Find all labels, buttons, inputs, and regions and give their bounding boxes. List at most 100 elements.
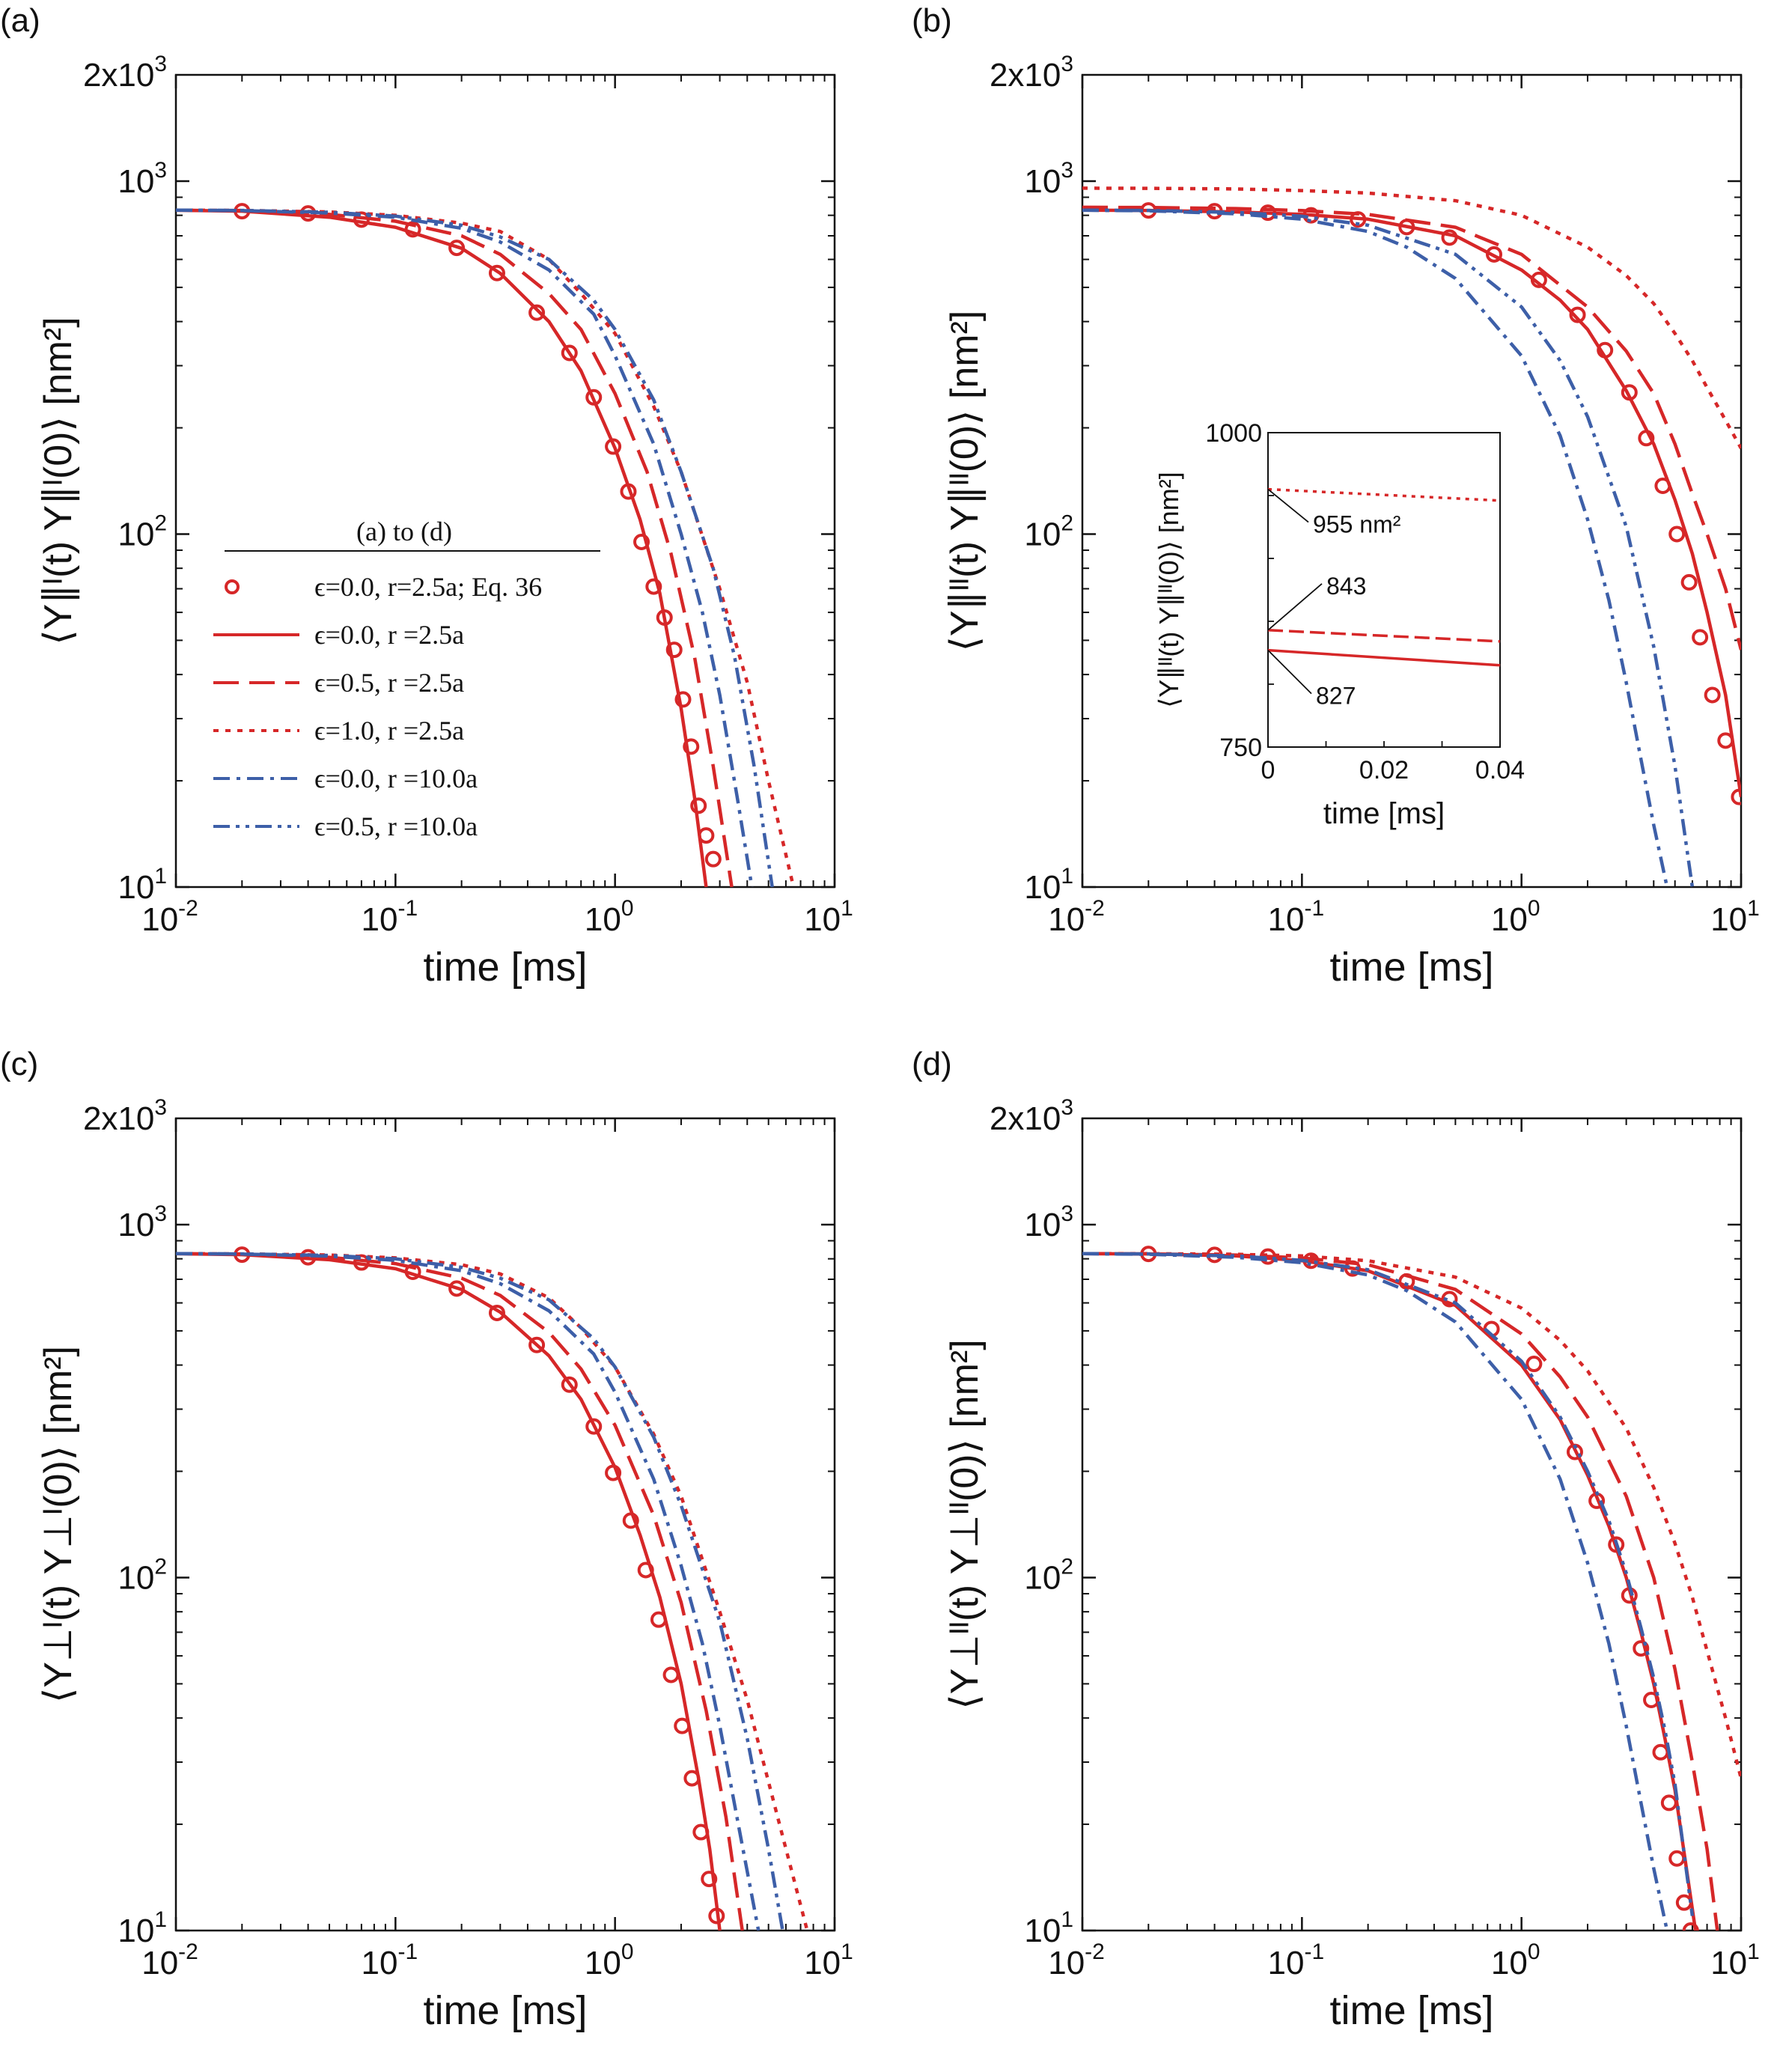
inset-annotation: 955 nm²	[1313, 511, 1401, 538]
panel-label: (d)	[912, 1046, 952, 1082]
data-point-circle	[1486, 246, 1503, 263]
inset-annotation-leader	[1267, 650, 1312, 695]
x-tick-label: 101	[1710, 896, 1760, 938]
legend-entry-label: ϵ=0.5, r =10.0a	[314, 811, 478, 841]
x-tick-label: 10-1	[362, 1940, 418, 1981]
series-line-dashed	[1082, 205, 1741, 650]
data-point-circle	[633, 533, 650, 550]
data-point-circle	[1680, 573, 1698, 591]
y-tick-label: 2x103	[990, 1095, 1073, 1137]
series-line-dashed	[176, 1252, 744, 1931]
inset-annotation-leader	[1267, 583, 1323, 631]
inset-x-tick-label: 0	[1261, 756, 1275, 784]
y-tick-label: 2x103	[990, 52, 1073, 94]
plot-frame	[1081, 73, 1743, 889]
inset-y-tick-label: 750	[1219, 734, 1262, 762]
data-point-circle	[1569, 306, 1586, 323]
inset-annotation: 843	[1326, 573, 1366, 600]
data-point-circle	[645, 578, 662, 595]
chart-panel-d: (d) 10-2 10-1 100 101 101 102 103 2x103 time [ms]…	[912, 1046, 1760, 2033]
inset-background	[1118, 410, 1530, 852]
y-tick-label: 102	[118, 511, 167, 553]
series-line-dotted	[1082, 1252, 1741, 1779]
series-line-dashdotdot	[176, 208, 774, 887]
data-point-circle	[1682, 1922, 1699, 1931]
series-line-dashdot	[176, 1252, 761, 1931]
y-tick-label: 2x103	[83, 1095, 167, 1137]
x-tick-label: 10-2	[1048, 896, 1105, 938]
series-line-dotted	[176, 1252, 809, 1931]
inset-x-tick-label: 0.02	[1359, 756, 1409, 784]
data-point-circle	[1675, 1894, 1692, 1911]
data-point-circle	[1633, 1640, 1650, 1657]
series-line-dashed	[1082, 1252, 1719, 1931]
x-tick-label: 100	[585, 896, 634, 938]
x-axis-title: time [ms]	[1329, 945, 1493, 990]
data-point-circle	[488, 264, 505, 281]
inset-annotation: 827	[1316, 683, 1356, 710]
series-line-dotted	[176, 208, 796, 887]
chart-panel-c: (c) 10-2 10-1 100 101 101 102 103 2x103 time [ms]…	[0, 1046, 853, 2033]
x-tick-label: 10-1	[1268, 1940, 1325, 1981]
series-line-dashdot	[1082, 1252, 1669, 1931]
data-point-circle	[683, 738, 700, 755]
data-point-circle	[704, 850, 722, 868]
legend-marker-circle	[225, 579, 240, 594]
x-tick-label: 10-2	[141, 1940, 198, 1981]
data-point-circle	[1692, 629, 1709, 646]
x-axis-title: time [ms]	[423, 1988, 587, 2033]
series-line-solid	[1082, 208, 1741, 797]
series-line-dashdotdot	[1082, 208, 1695, 887]
data-point-circle	[1525, 1356, 1543, 1373]
y-tick-label: 101	[118, 864, 167, 906]
data-point-circle	[701, 1871, 718, 1888]
inset-series-dashed	[1267, 629, 1501, 643]
plot-area	[176, 203, 796, 887]
y-tick-label: 2x103	[83, 52, 167, 94]
series-line-dashdot	[1082, 208, 1669, 887]
data-point-circle	[1668, 1850, 1686, 1867]
y-tick-label: 103	[1024, 158, 1073, 200]
x-tick-label: 101	[804, 1940, 853, 1981]
x-axis-title: time [ms]	[423, 945, 587, 990]
plot-area	[176, 1246, 809, 1931]
data-point-circle	[690, 797, 707, 814]
data-point-circle	[488, 1304, 505, 1321]
plot-area	[1082, 186, 1741, 887]
legend: (a) to (d) ϵ=0.0, r=2.5a; Eq. 36 ϵ=0.0, r …	[213, 517, 600, 841]
data-point-circle	[1668, 525, 1686, 543]
data-point-circle	[585, 1418, 603, 1435]
plot-frame	[174, 73, 836, 889]
chart-panel-b: (b) 10-2 10-1 100 101 101 102 103 2x103 time [ms]…	[912, 2, 1760, 990]
y-axis-title: ⟨Y⊥ᴵ(t) Y⊥ᴵ(0)⟩ [nm²]	[37, 1346, 80, 1703]
y-tick-label: 102	[1024, 1555, 1073, 1597]
y-axis-title: ⟨Y∥ᴵ(t) Y∥ᴵ(0)⟩ [nm²]	[37, 317, 80, 645]
y-tick-label: 101	[118, 1907, 167, 1949]
data-point-circle	[448, 1280, 466, 1297]
inset-y-tick-label: 1000	[1205, 419, 1262, 448]
chart-panel-a: (a) 10-2 10-1 100 101 101 102 103 2x103 time [ms]…	[0, 2, 853, 990]
y-tick-label: 102	[118, 1555, 167, 1597]
inset-y-axis-title: ⟨Y∥ᴵᴵ(t) Y∥ᴵᴵ(0)⟩ [nm²]	[1153, 472, 1184, 708]
inset-chart: 0 0.02 0.04 750 1000 time [ms] ⟨Y∥ᴵᴵ(t) Y∥ᴵᴵ(0…	[1118, 410, 1530, 852]
x-tick-label: 100	[585, 1940, 634, 1981]
inset-series-solid	[1267, 648, 1501, 667]
x-tick-label: 100	[1491, 1940, 1540, 1981]
x-tick-label: 101	[1710, 1940, 1760, 1981]
x-axis-title: time [ms]	[1329, 1988, 1493, 2033]
x-tick-label: 100	[1491, 896, 1540, 938]
inset-annotation-leader	[1267, 488, 1309, 523]
x-tick-label: 10-2	[1048, 1940, 1105, 1981]
x-tick-label: 10-1	[362, 896, 418, 938]
inset-x-tick-label: 0.04	[1475, 756, 1525, 784]
legend-entry-label: ϵ=1.0, r =2.5a	[314, 716, 464, 746]
y-tick-label: 103	[118, 1201, 167, 1243]
data-point-circle	[665, 642, 683, 659]
x-tick-label: 10-2	[141, 896, 198, 938]
legend-entry-label: ϵ=0.0, r =10.0a	[314, 764, 478, 793]
y-tick-label: 103	[1024, 1201, 1073, 1243]
series-line-solid	[1082, 1252, 1698, 1931]
data-point-circle	[561, 344, 578, 362]
data-point-circle	[1704, 686, 1721, 704]
